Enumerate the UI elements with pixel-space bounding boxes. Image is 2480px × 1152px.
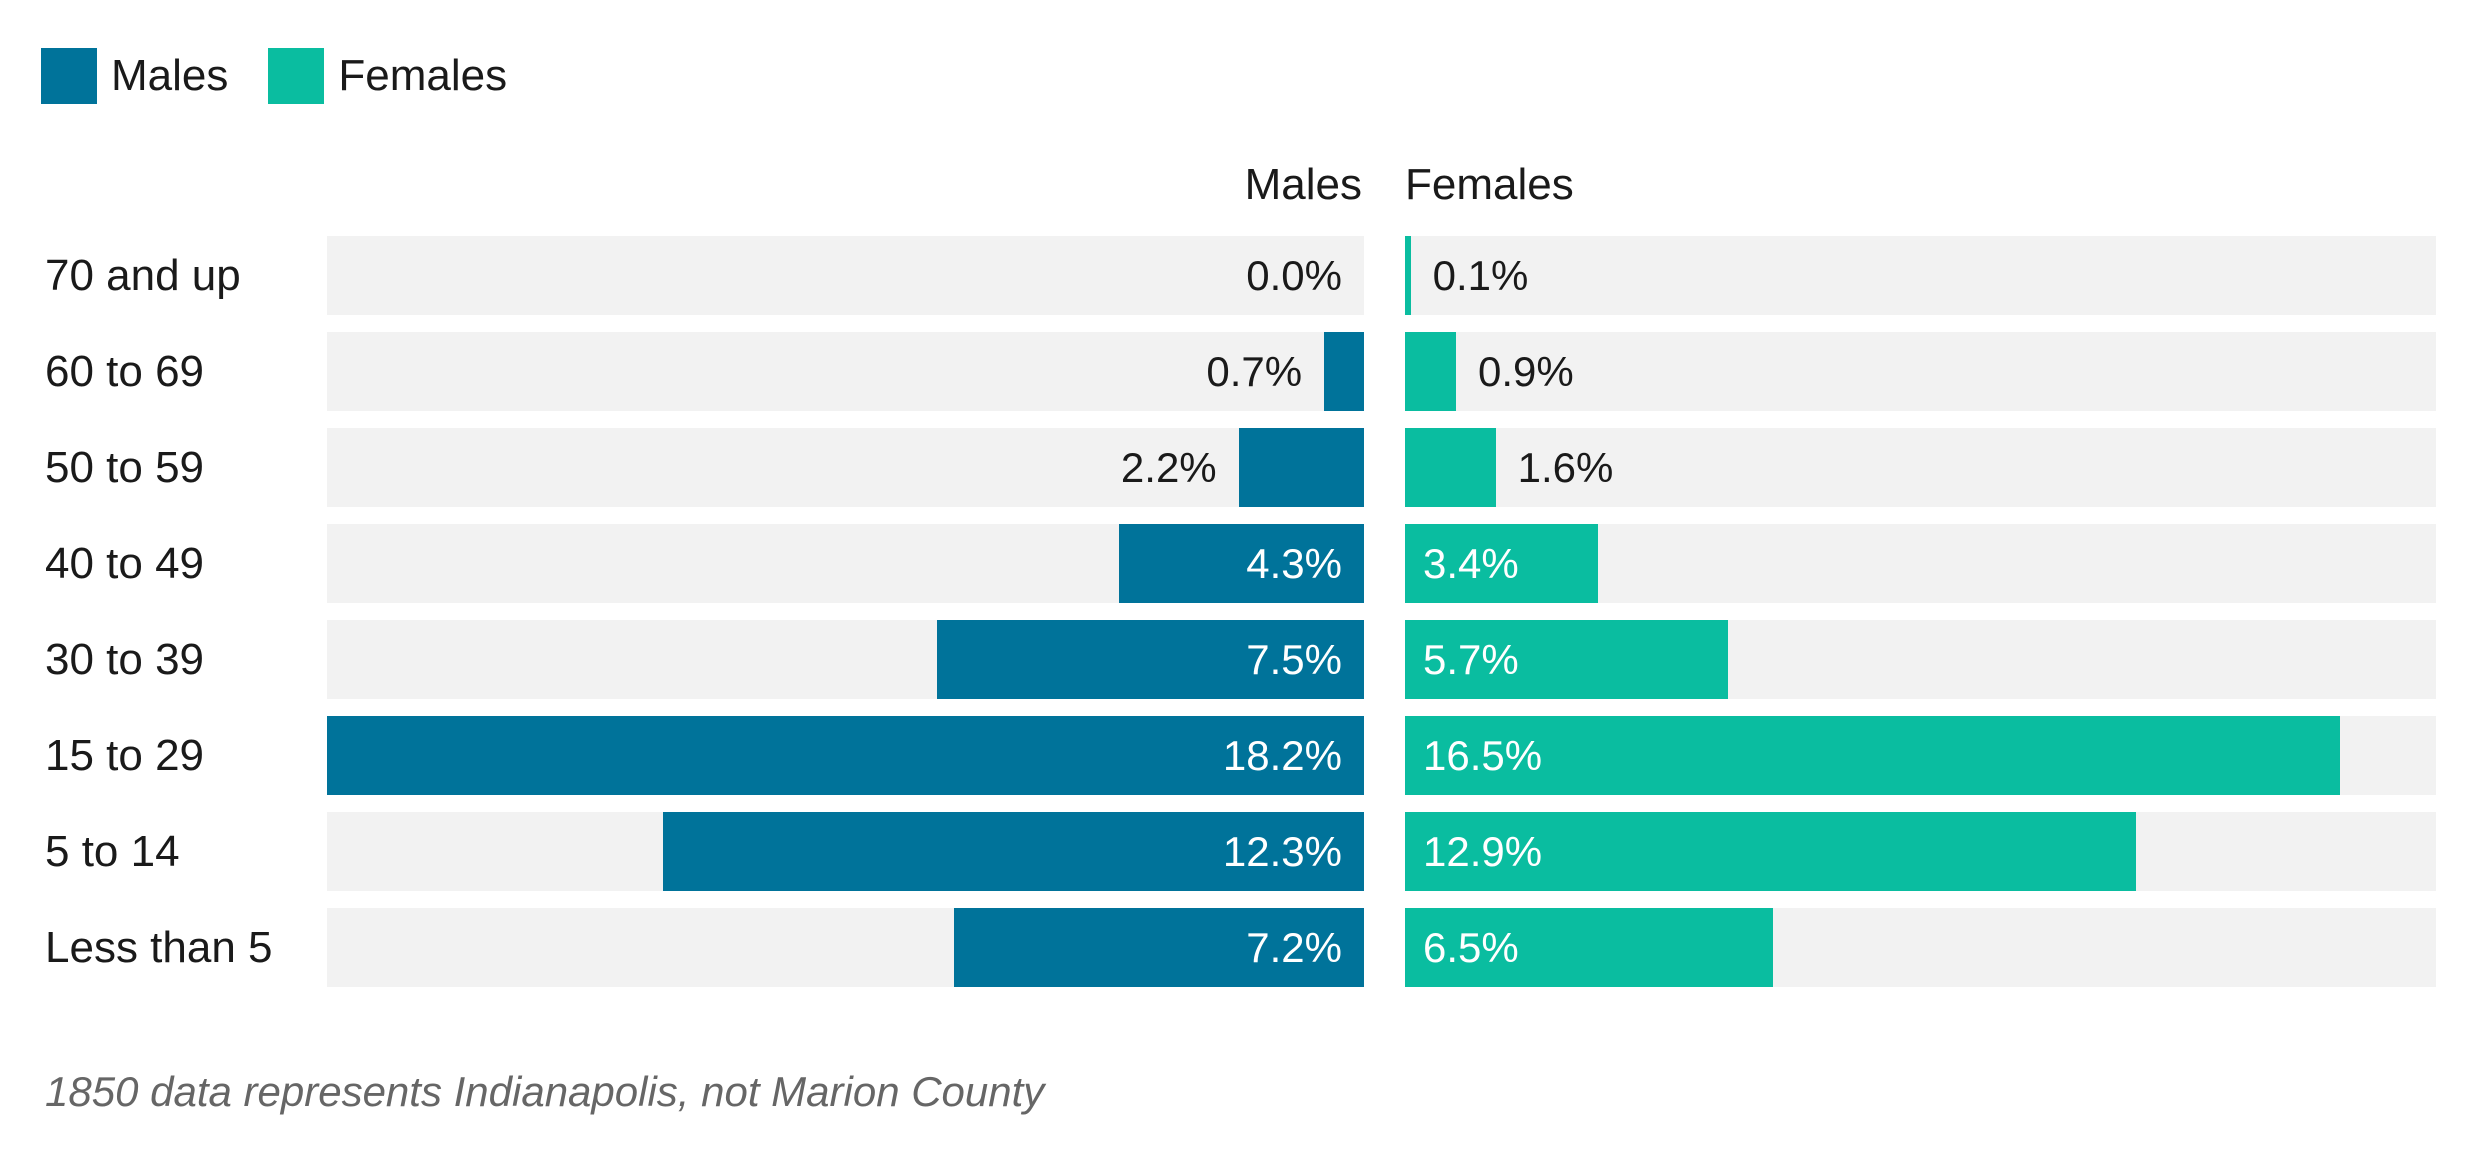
category-label: 60 to 69 [45, 347, 205, 396]
male-bar [1324, 332, 1364, 411]
male-value-label: 4.3% [1246, 540, 1342, 587]
legend-swatch-males [41, 48, 97, 104]
male-track: 4.3% [327, 524, 1364, 603]
female-bar [1405, 236, 1411, 315]
category-label: 15 to 29 [45, 731, 205, 780]
female-track: 1.6% [1405, 428, 2436, 507]
column-header-males: Males [1244, 160, 1362, 209]
female-track: 3.4% [1405, 524, 2436, 603]
legend: Males Females [41, 48, 547, 104]
female-bar [1405, 620, 1728, 699]
male-bar [936, 620, 1364, 699]
male-track: 0.0% [327, 236, 1364, 315]
female-value-label: 0.9% [1477, 348, 1574, 395]
legend-label-females: Females [338, 51, 508, 100]
male-bar [327, 716, 1364, 795]
male-value-label: 7.2% [1246, 924, 1342, 971]
column-header-females: Females [1405, 160, 1574, 209]
male-track: 2.2% [327, 428, 1364, 507]
male-bar [953, 908, 1364, 987]
male-track: 18.2% [327, 716, 1364, 795]
female-bar [1405, 428, 1496, 507]
footnote: 1850 data represents Indianapolis, not M… [45, 1068, 1045, 1115]
male-value-label: 18.2% [1222, 732, 1342, 779]
category-label: 5 to 14 [45, 827, 180, 876]
legend-label-males: Males [111, 51, 229, 100]
female-bar [1405, 332, 1456, 411]
female-track: 0.9% [1405, 332, 2436, 411]
male-track: 7.2% [327, 908, 1364, 987]
female-track: 12.9% [1405, 812, 2436, 891]
category-label: Less than 5 [45, 923, 273, 972]
male-bar [663, 812, 1364, 891]
female-bar [1405, 908, 1774, 987]
female-value-label: 16.5% [1423, 732, 1543, 779]
male-track: 7.5% [327, 620, 1364, 699]
male-bar [1238, 428, 1364, 507]
female-bar [1405, 524, 1598, 603]
category-label: 50 to 59 [45, 443, 205, 492]
female-track: 5.7% [1405, 620, 2436, 699]
male-track: 0.7% [327, 332, 1364, 411]
legend-swatch-females [268, 48, 325, 104]
female-value-label: 6.5% [1423, 924, 1519, 971]
female-value-label: 3.4% [1423, 540, 1519, 587]
female-value-label: 0.1% [1432, 252, 1529, 299]
female-track: 16.5% [1405, 716, 2436, 795]
female-value-label: 12.9% [1423, 828, 1543, 875]
male-track: 12.3% [327, 812, 1364, 891]
male-value-label: 0.7% [1206, 348, 1303, 395]
male-value-label: 0.0% [1246, 252, 1342, 299]
category-label: 40 to 49 [45, 539, 205, 588]
legend-item-males: Males [41, 48, 228, 104]
female-track: 6.5% [1405, 908, 2436, 987]
category-label: 70 and up [45, 251, 241, 300]
male-bar [1119, 524, 1364, 603]
female-value-label: 1.6% [1517, 444, 1614, 491]
male-value-label: 7.5% [1246, 636, 1342, 683]
female-value-label: 5.7% [1423, 636, 1519, 683]
male-value-label: 12.3% [1222, 828, 1342, 875]
female-bar [1405, 812, 2136, 891]
category-label: 30 to 39 [45, 635, 205, 684]
male-value-label: 2.2% [1120, 444, 1217, 491]
legend-item-females: Females [268, 48, 507, 104]
female-track: 0.1% [1405, 236, 2436, 315]
female-bar [1405, 716, 2340, 795]
